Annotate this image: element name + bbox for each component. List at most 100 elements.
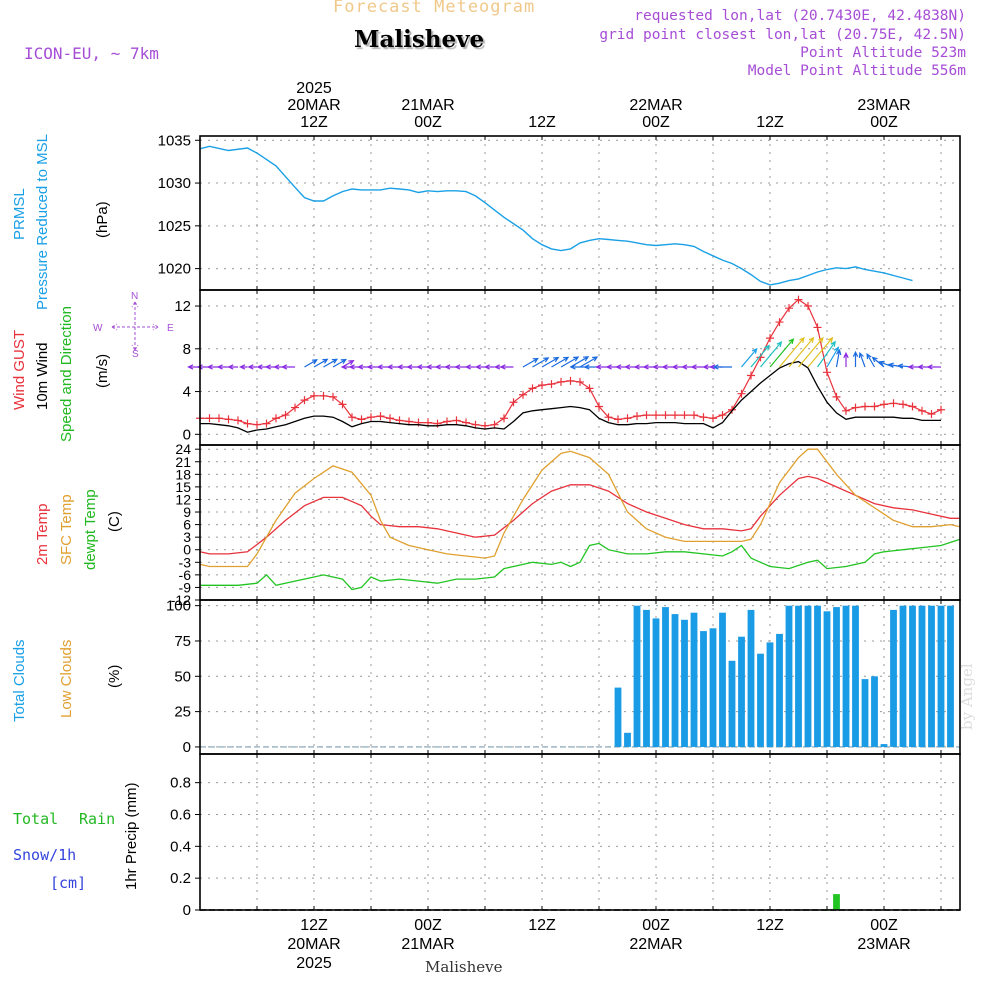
clouds-ytick-label: 50 [174,668,191,685]
precip-ytick-label: 0.4 [170,838,191,855]
cloud-bar [823,611,831,747]
cloud-bar [700,631,707,747]
wind-arrow [304,359,318,368]
wind-arrow [750,344,770,368]
cloud-bar [690,612,698,747]
cloud-bar [880,744,888,747]
gust-marker [205,414,214,423]
gust-marker [690,411,698,420]
gust-marker [614,415,622,424]
gust-marker [794,295,803,304]
wind-arrow [499,364,514,370]
pressure-frame [199,135,961,291]
gust-marker [566,376,575,385]
cloud-bar [671,614,679,747]
temp-ytick-label: -9 [179,579,192,595]
wind-ytick-label: 8 [183,341,191,358]
cloud-bar [738,636,745,747]
cloud-bar [947,605,954,747]
compass-n: N [131,291,138,302]
gust-marker [661,411,670,420]
wind-ytick-label: 0 [183,426,191,443]
gust-marker [842,406,850,415]
wind-arrow [560,356,580,368]
wind-arrow [454,364,466,370]
temp-ytick-label: 3 [183,529,191,545]
gust-marker [585,384,594,393]
wind-arrow [323,358,339,368]
footer-place: Malisheve [425,958,503,976]
cloud-bar [652,618,660,747]
cloud-bar [624,732,631,747]
compass-e: E [167,323,174,334]
bottom-time-label: 12Z [756,917,784,934]
pressure-ytick-label: 1025 [158,218,191,235]
top-time-label: 23MAR [857,97,910,114]
temp-ytick-label: 15 [175,479,191,495]
gust-marker [756,353,765,362]
gust-marker [851,403,860,412]
pressure-line [199,145,913,286]
wind-arrow [807,336,834,368]
wind-arrow [247,364,257,370]
cloud-bar [899,605,907,747]
gust-marker [927,410,936,418]
gust-marker [718,411,727,420]
gust-marker [633,412,641,421]
top-time-label: 2025 [296,80,332,97]
cloud-bar [681,619,688,747]
pressure-ytick-label: 1035 [158,132,191,149]
gust-marker [604,413,613,422]
gust-marker [386,414,394,423]
gust-marker [652,411,660,420]
gust-marker [709,414,717,423]
gust-marker [224,415,233,424]
gust-marker [595,402,603,411]
precip-rain-label: Rain [79,810,115,828]
wind-arrow [835,348,842,368]
wind-arrow [474,364,485,370]
cloud-bar [918,605,926,747]
cloud-bar [643,609,650,747]
gust-marker [215,414,223,423]
cloud-bar [614,687,622,747]
dewpt-line [200,538,961,591]
gust-marker [775,318,784,327]
gust-marker [918,406,926,415]
cloud-bar [814,605,821,747]
wind-arrow [926,364,941,370]
t2m-line [199,475,960,555]
gust-marker [357,415,366,424]
bottom-time-label: 12Z [528,917,556,934]
gust-marker [766,334,774,343]
top-time-label: 20MAR [287,97,340,114]
temp-ytick-label: -12 [171,592,191,608]
temp-ytick-label: 18 [175,466,191,482]
gust-marker [680,411,689,420]
temp-2m-label: 2m Temp [34,504,51,565]
model-altitude: Model Point Altitude 556m [747,63,966,79]
precip-frame [199,753,961,911]
wind-arrow [760,341,783,368]
gust-marker [557,377,565,386]
gust-marker [823,368,831,377]
wind-ytick-label: 12 [174,298,191,315]
temp-dew-label: dewpt Temp [82,489,99,570]
cloud-bar [852,605,859,747]
temp-sfc-label: SFC Temp [58,494,75,565]
clouds-ytick-label: 75 [174,633,191,650]
gust-marker [262,419,271,428]
cloud-bar [871,676,878,747]
wind-arrow [779,336,805,368]
gust-marker [500,414,508,423]
gust-marker [623,414,632,423]
wind-arrow [871,356,885,368]
top-time-label: 12Z [300,114,328,131]
cloud-bar [633,605,641,747]
temp-ytick-label: 21 [175,454,191,470]
gust-marker [937,405,945,414]
cloud-bar [766,642,774,747]
gust-marker [253,420,261,429]
precip-unit: 1hr Precip (mm) [123,782,140,890]
gust-marker [747,371,755,380]
